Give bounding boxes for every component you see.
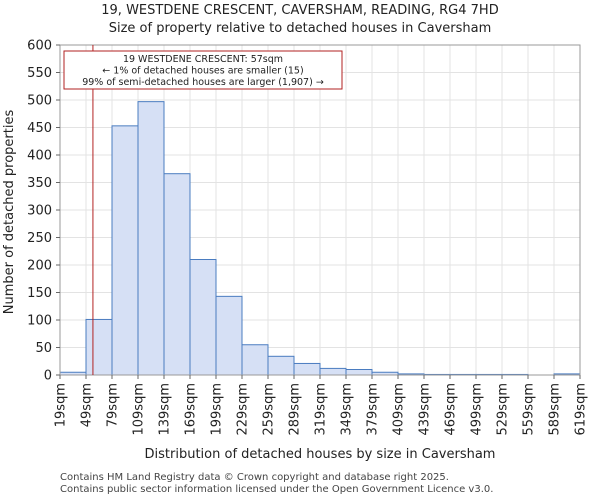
x-tick-label: 499sqm (470, 383, 485, 436)
y-tick-label: 500 (27, 94, 52, 109)
chart-subtitle: Size of property relative to detached ho… (109, 21, 492, 36)
x-tick-label: 79sqm (106, 383, 121, 427)
bar-109sqm (137, 101, 165, 376)
bar-199sqm (215, 295, 243, 376)
bar-349sqm (345, 369, 373, 376)
x-tick-label: 139sqm (158, 383, 173, 436)
annotation-line-2: ← 1% of detached houses are smaller (15) (102, 66, 303, 77)
x-tick-label: 49sqm (80, 383, 95, 427)
y-tick-label: 600 (27, 39, 52, 54)
y-tick-label: 250 (27, 231, 52, 246)
x-tick-label: 469sqm (444, 383, 459, 436)
annotation-frame (63, 50, 343, 90)
y-tick-label: 400 (27, 149, 52, 164)
bar-319sqm (319, 367, 347, 376)
footer-line-1: Contains HM Land Registry data © Crown c… (60, 472, 449, 483)
x-tick-label: 169sqm (184, 383, 199, 436)
x-tick-label: 619sqm (574, 383, 589, 436)
annotation-line-1: 19 WESTDENE CRESCENT: 57sqm (123, 54, 283, 65)
y-tick-label: 0 (44, 369, 52, 384)
y-axis-ticks: 0 50 100 150 200 250 300 350 400 450 500 550 600 (27, 39, 60, 384)
x-axis-label: Distribution of detached houses by size … (145, 447, 496, 462)
x-tick-label: 409sqm (392, 383, 407, 436)
chart-title: 19, WESTDENE CRESCENT, CAVERSHAM, READIN… (101, 3, 498, 18)
y-tick-label: 350 (27, 176, 52, 191)
y-tick-label: 450 (27, 121, 52, 136)
x-tick-label: 109sqm (132, 383, 147, 436)
x-tick-label: 529sqm (496, 383, 511, 436)
y-tick-label: 150 (27, 286, 52, 301)
bars (59, 101, 581, 376)
annotation-box: 19 WESTDENE CRESCENT: 57sqm← 1% of detac… (63, 50, 343, 90)
bar-289sqm (293, 362, 321, 376)
bar-169sqm (189, 259, 217, 376)
x-axis-ticks: 19sqm 49sqm 79sqm 109sqm 139sqm 169sqm 199sqm 2… (54, 375, 589, 436)
x-tick-label: 19sqm (54, 383, 69, 427)
x-tick-label: 319sqm (314, 383, 329, 436)
footer-line-2: Contains public sector information licen… (60, 484, 494, 495)
y-axis-label: Number of detached properties (2, 110, 17, 315)
x-tick-label: 349sqm (340, 383, 355, 436)
bar-79sqm (111, 125, 139, 376)
bar-259sqm (267, 355, 295, 376)
x-tick-label: 589sqm (548, 383, 563, 436)
x-tick-label: 199sqm (210, 383, 225, 436)
x-tick-label: 289sqm (288, 383, 303, 436)
y-tick-label: 50 (35, 341, 52, 356)
y-tick-label: 550 (27, 66, 52, 81)
x-tick-label: 259sqm (262, 383, 277, 436)
x-tick-label: 439sqm (418, 383, 433, 436)
bar-139sqm (163, 173, 191, 376)
bar-229sqm (241, 344, 269, 376)
bar-49sqm (85, 318, 113, 376)
x-tick-label: 559sqm (522, 383, 537, 436)
y-tick-label: 100 (27, 314, 52, 329)
x-tick-label: 229sqm (236, 383, 251, 436)
y-tick-label: 200 (27, 259, 52, 274)
annotation-line-3: 99% of semi-detached houses are larger (… (82, 77, 324, 88)
y-tick-label: 300 (27, 204, 52, 219)
x-tick-label: 379sqm (366, 383, 381, 436)
